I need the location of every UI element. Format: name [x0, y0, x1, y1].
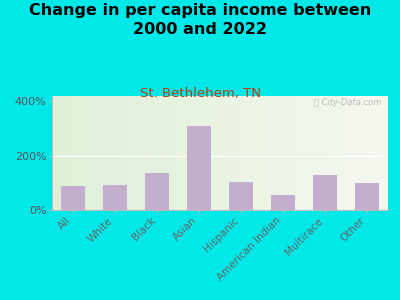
Bar	[146, 173, 168, 210]
Bar	[356, 183, 378, 210]
Bar	[188, 126, 210, 210]
Bar	[104, 185, 126, 210]
Bar	[314, 175, 336, 210]
Text: ⓘ City-Data.com: ⓘ City-Data.com	[314, 98, 381, 107]
Bar	[272, 195, 294, 210]
Text: Change in per capita income between
2000 and 2022: Change in per capita income between 2000…	[29, 3, 371, 37]
Text: St. Bethlehem, TN: St. Bethlehem, TN	[140, 87, 260, 100]
Bar	[62, 186, 84, 210]
Bar	[230, 182, 252, 210]
